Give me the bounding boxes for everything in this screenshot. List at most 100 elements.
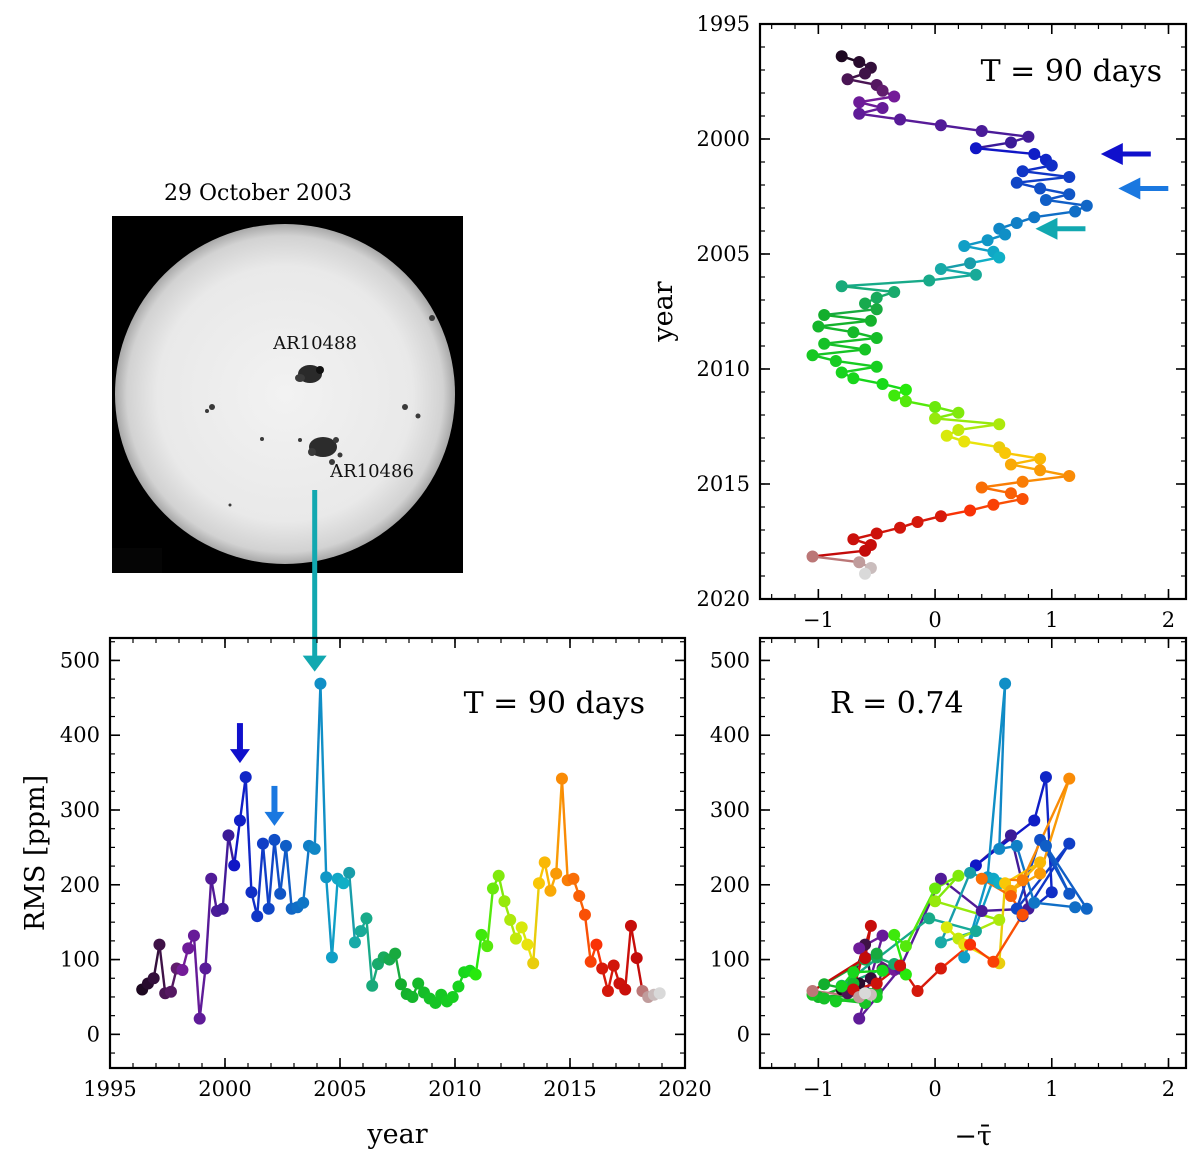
data-point <box>1004 890 1017 902</box>
plot-frame <box>758 636 1188 1070</box>
series-segment <box>284 845 293 909</box>
data-point <box>853 55 866 68</box>
series-segment <box>532 883 541 964</box>
data-point <box>964 938 977 951</box>
x-tick-label: −1 <box>803 1077 834 1101</box>
x-tick-label: 1 <box>1045 608 1058 632</box>
data-point <box>153 938 166 951</box>
data-point <box>853 107 866 120</box>
data-point <box>360 912 373 925</box>
data-point <box>279 839 292 852</box>
data-point <box>366 979 379 992</box>
data-point <box>876 84 889 97</box>
data-point <box>348 936 361 949</box>
data-point <box>806 349 819 362</box>
y-tick-label: 400 <box>710 723 750 747</box>
series-segment <box>474 934 483 975</box>
x-tick-label: −1 <box>803 608 834 632</box>
y-tick-label: 200 <box>710 873 750 897</box>
data-point <box>1034 452 1047 465</box>
data-point <box>958 239 971 252</box>
y-tick-label: 100 <box>60 948 100 972</box>
data-point <box>624 919 637 932</box>
series-segment <box>365 918 374 986</box>
data-point <box>297 896 310 909</box>
data-point <box>164 985 177 998</box>
data-point <box>1039 193 1052 206</box>
data-point <box>262 902 275 915</box>
data-point <box>870 527 883 540</box>
data-point <box>929 895 942 908</box>
data-point <box>969 268 982 281</box>
data-point <box>1069 901 1082 914</box>
data-point <box>923 274 936 287</box>
data-point <box>847 533 860 546</box>
y-tick-label: 2020 <box>697 587 750 611</box>
data-point <box>1028 814 1041 827</box>
data-point <box>555 772 568 785</box>
highlight-arrow <box>1118 177 1141 200</box>
data-point <box>923 912 936 925</box>
data-point <box>1034 856 1047 869</box>
data-point <box>847 372 860 385</box>
data-point <box>412 977 425 990</box>
data-point <box>806 550 819 563</box>
data-point <box>958 435 971 448</box>
sunspots <box>205 315 435 507</box>
series-segment <box>313 683 322 849</box>
data-point <box>314 677 327 690</box>
data-point <box>1069 205 1082 218</box>
data-point <box>394 978 407 991</box>
series-segment <box>158 944 167 994</box>
data-point <box>870 977 883 990</box>
data-point <box>532 877 545 890</box>
data-point <box>1063 887 1076 900</box>
data-point <box>952 869 965 882</box>
series-segment <box>348 872 357 943</box>
period-annotation: T = 90 days <box>464 686 645 721</box>
data-point <box>964 504 977 517</box>
data-point <box>929 882 942 895</box>
data-point <box>975 904 988 917</box>
data-point <box>999 446 1012 459</box>
data-point <box>929 412 942 425</box>
data-point <box>1063 188 1076 201</box>
y-tick-label: 2015 <box>697 472 750 496</box>
series-segment <box>204 878 213 969</box>
y-tick-label: 1995 <box>697 12 750 36</box>
connector-arrow <box>302 490 327 672</box>
data-point <box>222 829 235 842</box>
series-segment <box>221 835 230 909</box>
series-segment <box>818 319 872 328</box>
series-segment <box>824 313 872 322</box>
data-point <box>894 521 907 534</box>
series-segment <box>192 935 201 1019</box>
series-segment <box>1034 210 1076 219</box>
x-tick-label: 1995 <box>83 1077 136 1101</box>
x-tick-label: 2005 <box>313 1077 366 1101</box>
y-tick-label: 100 <box>710 948 750 972</box>
data-point <box>1034 867 1047 880</box>
data-point <box>859 297 872 310</box>
data-point <box>940 921 953 934</box>
data-point <box>320 871 333 884</box>
series-segment <box>975 147 1035 156</box>
series-segment <box>1022 474 1070 483</box>
data-point <box>1016 492 1029 505</box>
data-point <box>969 142 982 155</box>
x-tick-label: 2020 <box>658 1077 711 1101</box>
data-point <box>876 964 889 977</box>
data-point <box>870 947 883 960</box>
x-tick-label: 0 <box>928 608 941 632</box>
data-point <box>853 556 866 569</box>
data-point <box>934 872 947 885</box>
data-point <box>544 884 557 897</box>
y-tick-label: 500 <box>60 648 100 672</box>
data-point <box>619 983 632 996</box>
x-tick-label: 0 <box>928 1077 941 1101</box>
data-point <box>958 951 971 964</box>
data-point <box>876 101 889 114</box>
data-point <box>1039 839 1052 852</box>
data-point <box>343 866 356 879</box>
data-point <box>993 251 1006 264</box>
